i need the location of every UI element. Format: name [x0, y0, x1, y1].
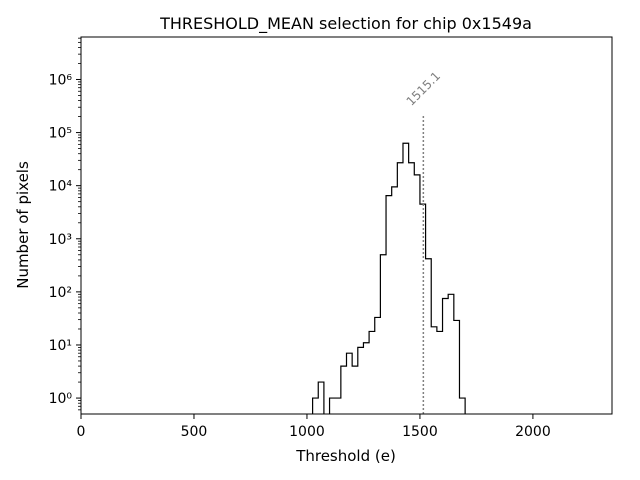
y-tick-label: 10⁰: [49, 391, 73, 407]
y-tick-label: 10⁴: [49, 179, 73, 195]
plot-frame: [80, 36, 613, 415]
histogram-steps: [312, 142, 466, 414]
y-axis-label: Number of pixels: [14, 161, 32, 289]
y-tick-label: 10⁶: [49, 72, 73, 88]
x-tick-label: 0: [77, 424, 86, 440]
x-tick-label: 2000: [515, 424, 551, 440]
x-tick-label: 500: [181, 424, 208, 440]
chart-title: THRESHOLD_MEAN selection for chip 0x1549…: [159, 14, 532, 34]
y-tick-label: 10³: [49, 232, 72, 248]
plot-area: 0 500 1000 1500 2000 10⁰ 10¹ 10² 10³ 10⁴ 10⁵ 10⁶ 151…: [49, 37, 551, 440]
y-tick-label: 10⁵: [49, 126, 72, 142]
x-axis-label: Threshold (e): [295, 447, 396, 465]
y-tick-label: 10¹: [49, 338, 72, 354]
x-tick-label: 1000: [289, 424, 325, 440]
threshold-mean-label: 1515.1: [404, 69, 444, 109]
x-tick-label: 1500: [402, 424, 438, 440]
y-tick-label: 10²: [49, 285, 72, 301]
